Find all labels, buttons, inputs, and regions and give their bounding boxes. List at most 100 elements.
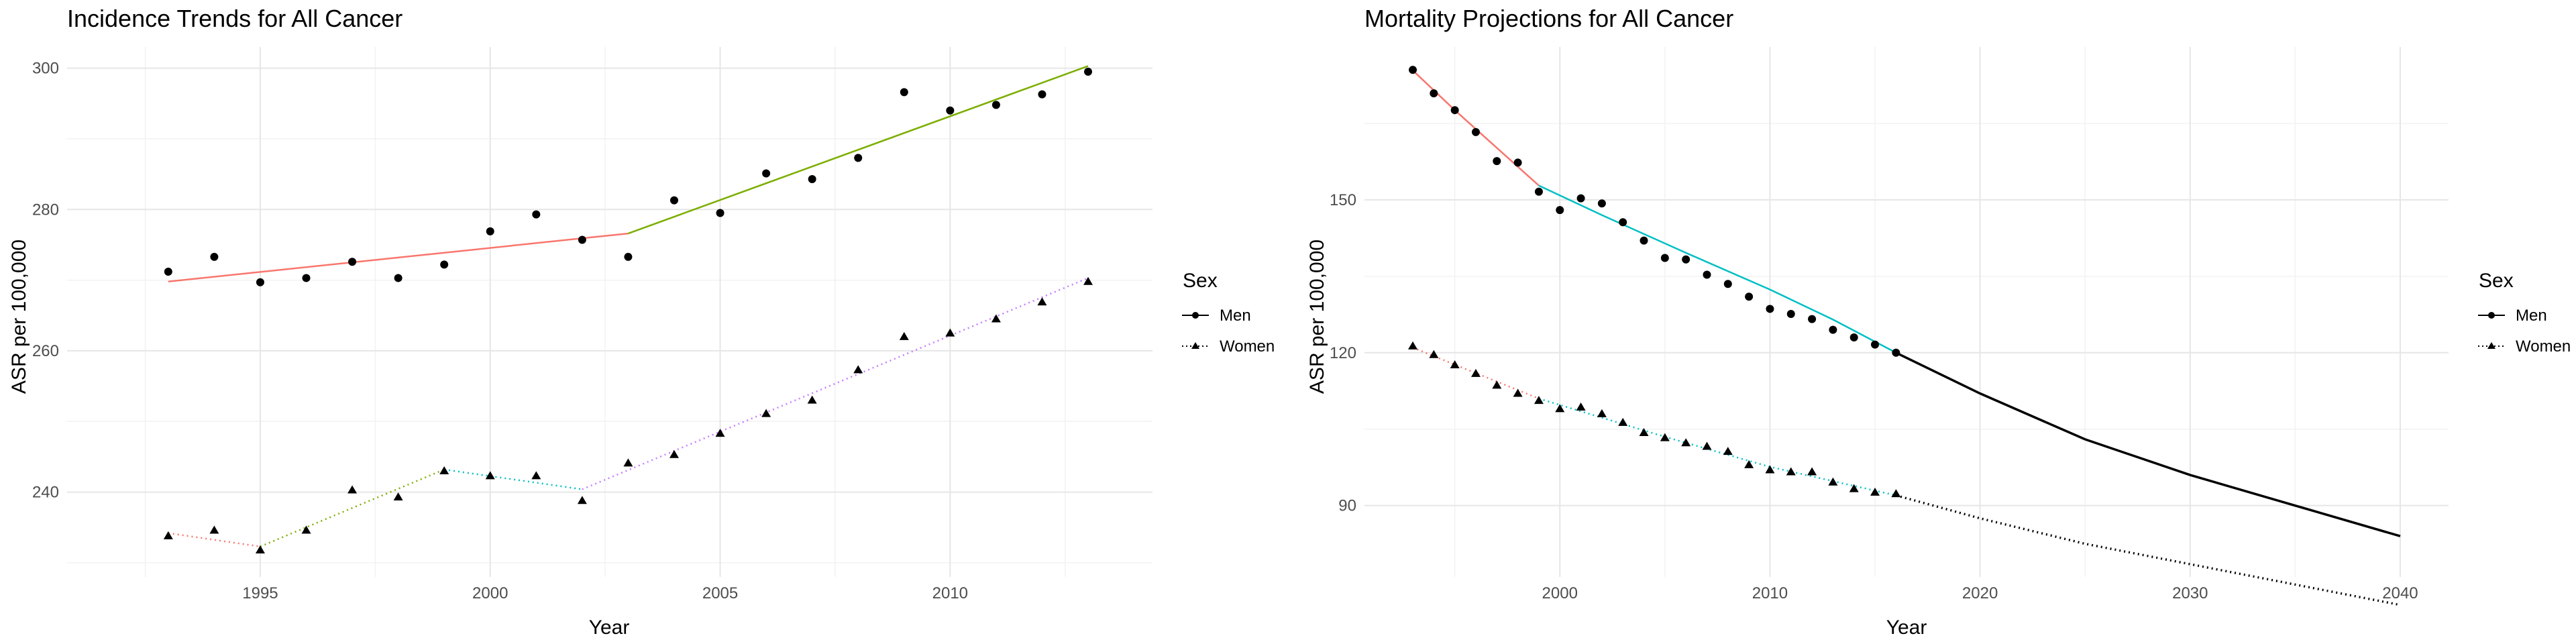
chart-title: Mortality Projections for All Cancer: [1364, 5, 1733, 32]
data-points: [1408, 66, 1901, 498]
point-women: [991, 314, 1001, 323]
legend-marker-men: [1192, 312, 1199, 319]
trend-line-men: [1412, 70, 1540, 186]
point-women: [1849, 484, 1859, 492]
legend-title: Sex: [2479, 270, 2514, 292]
y-tick-label: 150: [1330, 191, 1356, 209]
point-men: [1513, 158, 1522, 167]
point-men: [1534, 187, 1543, 196]
point-men: [1409, 66, 1417, 74]
point-women: [1744, 460, 1754, 468]
legend-marker-women: [1191, 342, 1199, 349]
y-tick-label: 280: [32, 201, 59, 219]
point-women: [301, 525, 311, 534]
point-men: [394, 274, 402, 282]
point-men: [1808, 315, 1817, 323]
legend-marker-women: [2487, 342, 2496, 349]
trend-lines: [1412, 70, 2401, 606]
projection-line-men: [1895, 352, 2401, 537]
point-men: [1450, 106, 1459, 115]
legend: Sex Men Women: [1182, 270, 1275, 356]
x-axis-title: Year: [589, 616, 630, 639]
point-women: [807, 395, 817, 404]
point-women: [1723, 447, 1733, 455]
point-women: [669, 449, 679, 458]
trend-line-men: [1538, 184, 1896, 354]
point-women: [1555, 404, 1565, 413]
x-tick-label: 2030: [2172, 584, 2208, 602]
point-men: [348, 258, 357, 266]
point-women: [209, 525, 219, 534]
point-women: [761, 409, 771, 417]
x-axis-ticks: 2000 2010 2020 2030 2040: [1542, 584, 2418, 602]
point-men: [1619, 218, 1627, 227]
point-women: [853, 365, 863, 374]
point-men: [256, 278, 264, 286]
point-men: [1786, 310, 1795, 319]
trend-line-women: [1538, 397, 1896, 496]
point-men: [808, 174, 816, 183]
y-tick-label: 90: [1338, 497, 1356, 515]
x-tick-label: 2010: [932, 584, 968, 602]
x-tick-label: 2040: [2382, 584, 2418, 602]
legend-label-men: Men: [2516, 307, 2547, 325]
point-men: [1892, 348, 1900, 357]
point-women: [623, 458, 633, 467]
point-men: [302, 274, 311, 282]
point-men: [1038, 90, 1046, 99]
point-men: [669, 196, 678, 205]
point-women: [945, 328, 955, 337]
legend-label-men: Men: [1220, 307, 1251, 325]
point-women: [1408, 341, 1418, 350]
point-men: [716, 209, 724, 217]
x-tick-label: 2005: [702, 584, 738, 602]
trend-lines: [168, 65, 1089, 547]
point-women: [1450, 360, 1460, 368]
point-women: [393, 492, 403, 500]
point-men: [1745, 292, 1754, 301]
point-women: [1828, 477, 1838, 486]
trend-line-women: [260, 468, 445, 547]
point-men: [1597, 199, 1606, 208]
grid: [67, 47, 1152, 577]
point-men: [900, 88, 908, 97]
x-tick-label: 2000: [472, 584, 508, 602]
point-men: [1660, 254, 1669, 262]
point-men: [1682, 255, 1690, 264]
incidence-panel: Incidence Trends for All Cancer 1995 2000…: [8, 5, 1275, 639]
x-axis-ticks: 1995 2000 2005 2010: [242, 584, 968, 602]
grid: [1364, 47, 2449, 577]
point-men: [1471, 127, 1480, 136]
x-tick-label: 2010: [1752, 584, 1788, 602]
x-tick-label: 2000: [1542, 584, 1578, 602]
point-women: [1891, 489, 1901, 498]
legend-label-women: Women: [2516, 337, 2571, 356]
point-men: [578, 235, 586, 244]
point-men: [1493, 157, 1501, 166]
point-women: [347, 485, 358, 494]
legend-label-women: Women: [1220, 337, 1275, 356]
point-men: [1430, 89, 1438, 98]
point-women: [1513, 388, 1523, 397]
point-women: [439, 466, 449, 474]
y-axis-title: ASR per 100,000: [8, 239, 30, 394]
point-women: [163, 531, 173, 539]
x-axis-title: Year: [1886, 616, 1927, 639]
legend-title: Sex: [1183, 270, 1218, 292]
point-women: [1660, 433, 1670, 441]
point-men: [1084, 67, 1093, 76]
x-tick-label: 1995: [242, 584, 278, 602]
point-women: [715, 429, 725, 437]
y-axis-title: ASR per 100,000: [1306, 239, 1328, 394]
point-women: [1618, 417, 1628, 426]
point-men: [946, 106, 955, 115]
y-axis-ticks: 90 120 150: [1330, 191, 1356, 515]
point-women: [1870, 487, 1880, 496]
y-axis-ticks: 240 260 280 300: [32, 60, 59, 502]
point-men: [1703, 270, 1711, 279]
point-men: [1766, 305, 1774, 313]
trend-line-men: [627, 65, 1089, 235]
point-men: [1640, 236, 1648, 245]
point-men: [624, 252, 633, 261]
